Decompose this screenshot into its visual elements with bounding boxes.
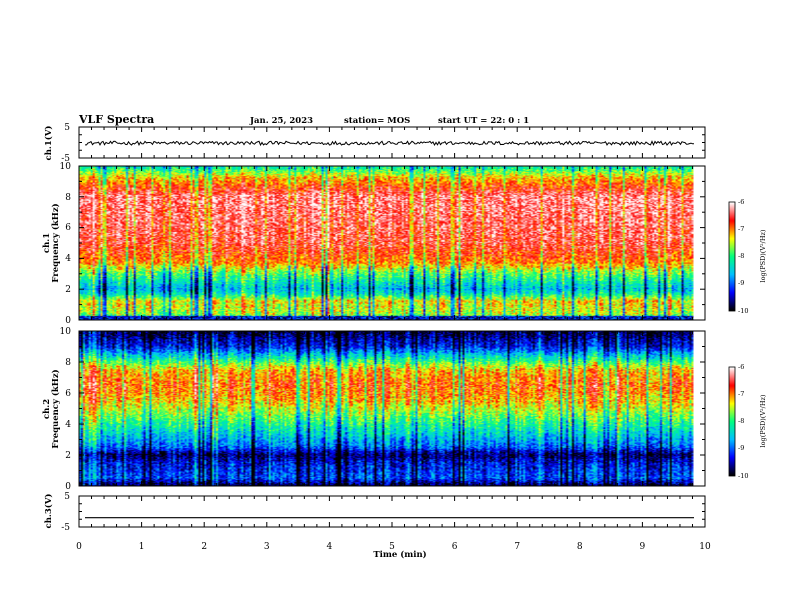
- ch1-freq-tick-0: 0: [65, 316, 71, 326]
- ch2-cbar-tick-6: -6: [738, 363, 744, 371]
- ch2-channel-label: ch.2: [42, 399, 52, 419]
- ch1-freq-tick-8: 8: [65, 193, 71, 203]
- ch2-freq-tick-4: 4: [65, 420, 71, 430]
- ch2-freq-tick-10: 10: [60, 327, 72, 337]
- ch1-spectrogram-panel: 0 2 4 6 8 10 ch.1 Frequency (kHz): [42, 162, 706, 326]
- ch1-freq-tick-10: 10: [60, 162, 72, 172]
- ch2-spectrogram-panel: 0 2 4 6 8 10 ch.2 Frequency (kHz): [42, 327, 706, 492]
- ch2-spectrogram-image: [79, 331, 705, 486]
- ch1-cbar-tick-10: -10: [738, 307, 748, 315]
- ch2-freq-tick-0: 0: [65, 482, 71, 492]
- ch1v-tick-bottom: -5: [61, 154, 70, 164]
- ch1-frequency-axis-label: Frequency (kHz): [50, 203, 61, 282]
- x-tick-label-5: 5: [389, 542, 395, 552]
- ch1-cbar-tick-9: -9: [738, 279, 744, 287]
- ch1-cbar-tick-6: -6: [738, 198, 744, 206]
- x-tick-label-1: 1: [139, 542, 145, 552]
- ch1-colorbar: -6 -7 -8 -9 -10 log(PSD)(V²/Hz): [728, 198, 767, 315]
- ch2-cbar-tick-10: -10: [738, 472, 748, 480]
- x-tick-label-8: 8: [577, 542, 583, 552]
- figure-title: VLF Spectra: [78, 113, 154, 126]
- ch1-channel-label: ch.1: [42, 233, 52, 253]
- station-label: station= MOS: [344, 116, 410, 126]
- ch2-colorbar-gradient: [729, 367, 735, 476]
- ch2-freq-tick-8: 8: [65, 358, 71, 368]
- x-tick-label-9: 9: [640, 542, 646, 552]
- x-tick-label-10: 10: [699, 542, 711, 552]
- x-tick-label-7: 7: [514, 542, 520, 552]
- ch2-cbar-tick-7: -7: [738, 390, 744, 398]
- ch1-cbar-tick-7: -7: [738, 225, 744, 233]
- x-tick-label-6: 6: [452, 542, 458, 552]
- ch1-waveform-trace: [85, 140, 695, 147]
- ch3-waveform-panel: 5 -5 ch.3(V): [43, 492, 706, 533]
- ch1-freq-tick-6: 6: [65, 223, 71, 233]
- ch1-freq-tick-4: 4: [65, 254, 71, 264]
- ch3v-axis-label: ch.3(V): [43, 494, 54, 529]
- date-label: Jan. 25, 2023: [249, 116, 313, 126]
- ch2-freq-tick-2: 2: [65, 451, 71, 461]
- ch1-cbar-tick-8: -8: [738, 252, 744, 260]
- ch2-cbar-tick-8: -8: [738, 417, 744, 425]
- ch3v-tick-top: 5: [64, 492, 70, 502]
- ch1-colorbar-frame: [728, 201, 736, 312]
- start-time-label: start UT = 22: 0 : 1: [438, 116, 529, 126]
- ch3v-tick-bottom: -5: [61, 523, 70, 533]
- ch1-colorbar-label: log(PSD)(V²/Hz): [759, 229, 767, 282]
- x-axis-tick-labels: 0 1 2 3 4 5 6 7 8 9 10: [76, 542, 711, 552]
- x-tick-label-0: 0: [76, 542, 82, 552]
- ch1-spectrogram-image: [79, 166, 705, 320]
- ch2-colorbar-frame: [728, 366, 736, 477]
- ch2-colorbar: -6 -7 -8 -9 -10 log(PSD)(V²/Hz): [728, 363, 767, 480]
- axis-tick-marks: [78, 126, 706, 528]
- ch2-freq-tick-6: 6: [65, 389, 71, 399]
- x-axis-label: Time (min): [373, 549, 426, 560]
- x-tick-label-4: 4: [327, 542, 333, 552]
- x-tick-label-3: 3: [264, 542, 270, 552]
- ch1-freq-tick-2: 2: [65, 285, 71, 295]
- ch2-frequency-axis-label: Frequency (kHz): [50, 369, 61, 448]
- ch1v-tick-top: 5: [64, 123, 70, 133]
- ch1v-axis-label: ch.1(V): [43, 126, 54, 161]
- ch2-colorbar-label: log(PSD)(V²/Hz): [759, 394, 767, 447]
- x-tick-label-2: 2: [201, 542, 207, 552]
- ch1-waveform-panel: 5 -5 ch.1(V): [43, 123, 706, 164]
- ch1-colorbar-gradient: [729, 202, 735, 311]
- ch2-cbar-tick-9: -9: [738, 444, 744, 452]
